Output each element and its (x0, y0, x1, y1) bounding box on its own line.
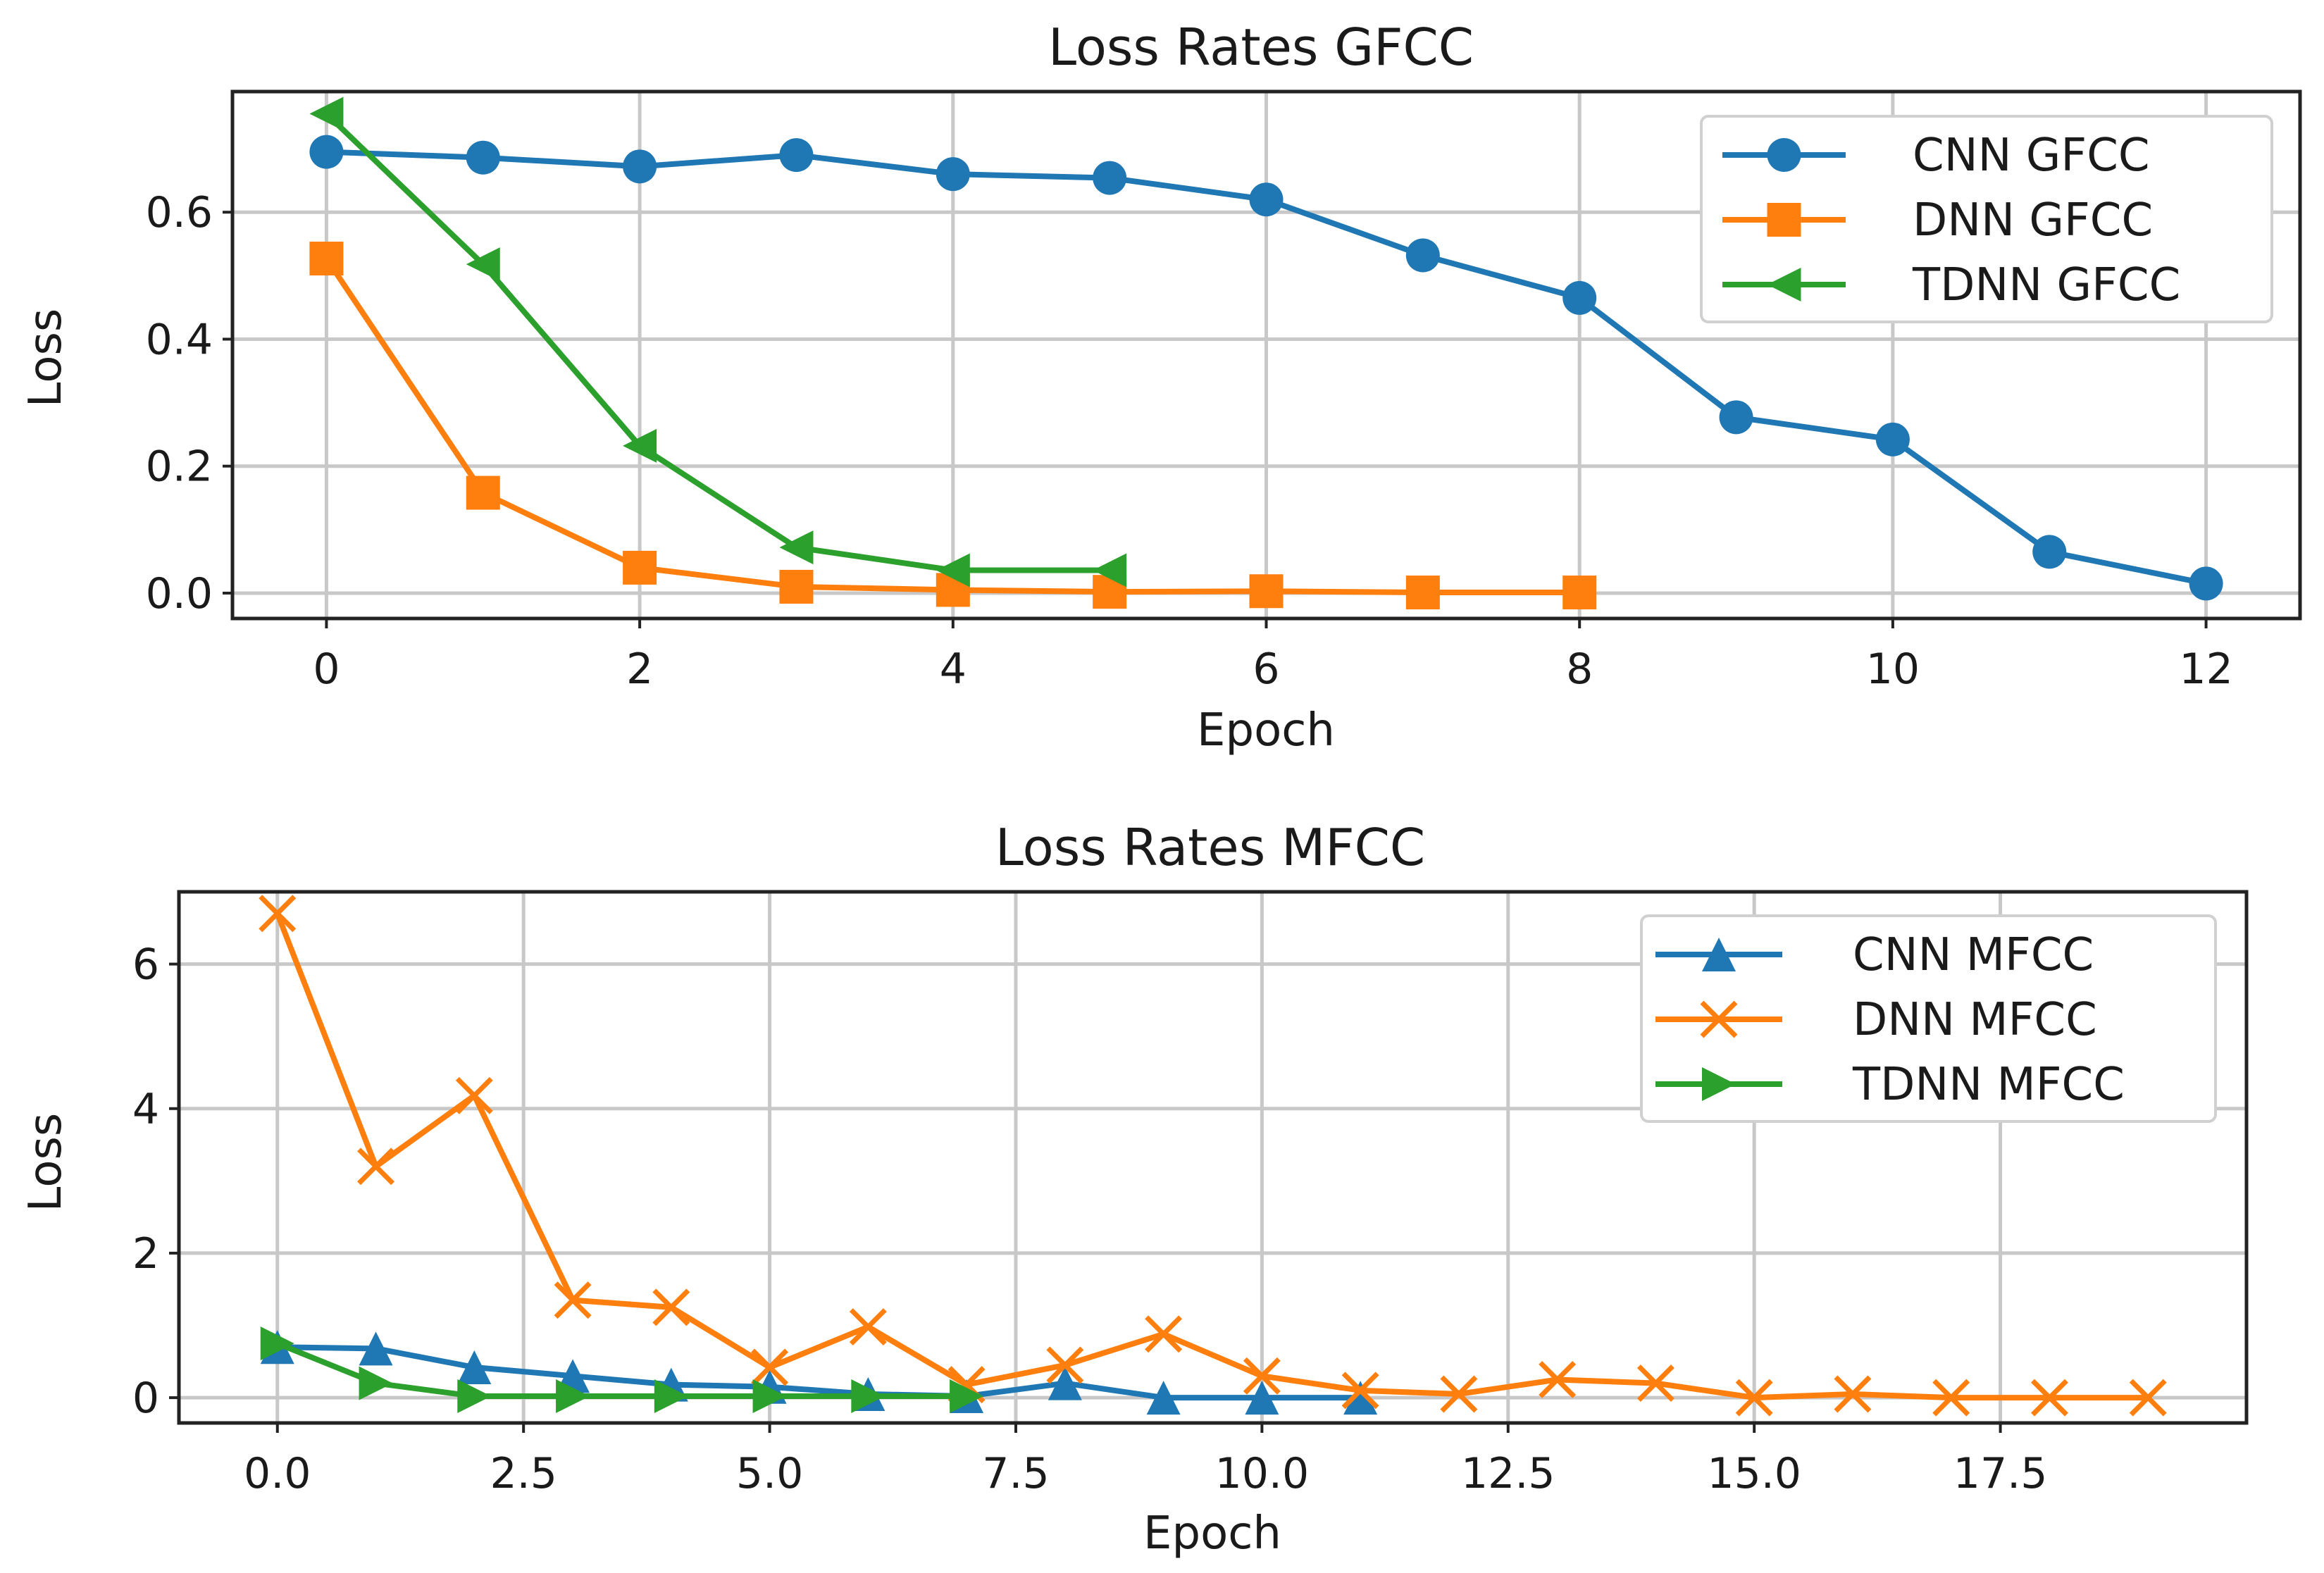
y-tick-label: 0.6 (146, 188, 213, 237)
x-tick-label: 8 (1566, 645, 1593, 694)
data-point (2032, 535, 2066, 568)
x-tick-label: 12 (2179, 645, 2232, 694)
series-tdnn-mfcc (261, 1326, 983, 1413)
data-point (1250, 574, 1284, 608)
data-point (359, 1150, 393, 1183)
y-tick-label: 0.0 (146, 569, 213, 618)
data-point (457, 1379, 491, 1413)
chart-gfcc: Loss Rates GFCC 0 2 4 6 8 10 12 0.0 0.2 0.4 0.6 Ep… (20, 18, 2300, 757)
x-tick-label: 0 (313, 645, 340, 694)
data-point (1562, 281, 1596, 315)
x-tick-label: 0.0 (244, 1449, 311, 1498)
x-tick-label: 12.5 (1461, 1449, 1555, 1498)
data-point (1876, 423, 1910, 456)
y-axis-label: Loss (20, 1113, 72, 1212)
data-point (779, 138, 813, 172)
legend-marker (1767, 138, 1801, 172)
x-tick-label: 10.0 (1215, 1449, 1310, 1498)
series-tdnn-gfcc (309, 97, 1126, 587)
data-point (359, 1367, 393, 1400)
legend-label: CNN GFCC (1913, 130, 2150, 182)
series-cnn-mfcc (261, 1330, 1377, 1415)
legend-label: TDNN MFCC (1852, 1059, 2125, 1111)
data-point (1406, 239, 1440, 273)
x-tick-label: 5.0 (736, 1449, 803, 1498)
x-tick-label: 17.5 (1953, 1449, 2048, 1498)
y-tick-label: 0.4 (146, 315, 213, 364)
series-line (326, 114, 1110, 571)
data-point (466, 476, 500, 510)
data-point (309, 135, 343, 169)
chart-mfcc: Loss Rates MFCC 0.0 2.5 5.0 7.5 10.0 12.5 15.0… (20, 818, 2247, 1560)
x-tick-label: 7.5 (982, 1449, 1049, 1498)
data-point (779, 530, 813, 564)
y-tick-label: 0 (132, 1374, 159, 1423)
data-point (1093, 161, 1126, 195)
data-point (1720, 400, 1753, 434)
legend-label: DNN GFCC (1913, 194, 2153, 247)
x-axis-label: Epoch (1197, 704, 1335, 757)
legend: CNN GFCC DNN GFCC TDNN GFCC (1701, 116, 2272, 322)
x-tick-label: 15.0 (1707, 1449, 1801, 1498)
legend-label: TDNN GFCC (1912, 259, 2180, 311)
y-tick-label: 4 (132, 1085, 159, 1134)
x-tick-label: 2.5 (490, 1449, 557, 1498)
data-point (1147, 1317, 1181, 1351)
data-point (851, 1310, 885, 1344)
y-tick-label: 6 (132, 940, 159, 990)
x-tick-label: 4 (940, 645, 967, 694)
data-point (466, 141, 500, 175)
data-point (936, 157, 970, 191)
x-tick-label: 2 (626, 645, 653, 694)
legend-label: CNN MFCC (1853, 929, 2094, 981)
data-point (623, 149, 657, 183)
y-axis-label: Loss (20, 309, 72, 407)
y-tick-label: 0.2 (146, 442, 213, 492)
x-axis-label: Epoch (1143, 1507, 1281, 1560)
data-point (1562, 576, 1596, 609)
x-tick-label: 10 (1866, 645, 1920, 694)
y-tick-label: 2 (132, 1229, 159, 1279)
data-point (2189, 566, 2223, 600)
data-point (1406, 576, 1440, 609)
legend: CNN MFCC DNN MFCC TDNN MFCC (1641, 916, 2216, 1121)
chart-title: Loss Rates MFCC (995, 818, 1425, 877)
data-point (623, 551, 657, 585)
data-point (309, 242, 343, 275)
data-point (779, 570, 813, 604)
chart-title: Loss Rates GFCC (1048, 18, 1474, 77)
legend-label: DNN MFCC (1853, 994, 2097, 1046)
figure: Loss Rates GFCC 0 2 4 6 8 10 12 0.0 0.2 0.4 0.6 Ep… (0, 0, 2324, 1573)
data-point (1250, 182, 1284, 216)
x-tick-label: 6 (1253, 645, 1279, 694)
legend-marker (1767, 203, 1801, 237)
